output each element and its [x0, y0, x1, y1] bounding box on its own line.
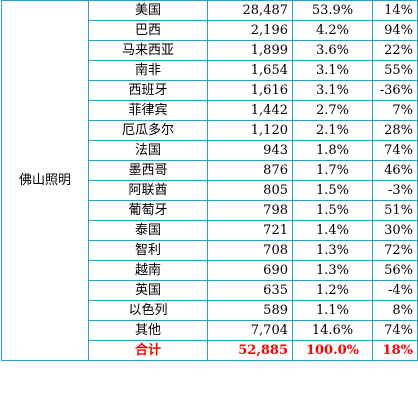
amount-cell[interactable]: 1,120	[207, 120, 293, 141]
amount-cell[interactable]: 7,704	[207, 320, 293, 341]
growth-cell[interactable]: -3%	[372, 180, 418, 201]
share-cell[interactable]: 1.5%	[292, 200, 373, 221]
share-cell[interactable]: 1.2%	[292, 280, 373, 301]
share-cell[interactable]: 1.5%	[292, 180, 373, 201]
amount-cell[interactable]: 1,616	[207, 80, 293, 101]
table-row: 葡萄牙 798 1.5% 51%	[2, 200, 418, 221]
country-cell[interactable]: 美国	[88, 0, 208, 21]
total-amount-cell[interactable]: 52,885	[207, 340, 293, 361]
share-cell[interactable]: 1.7%	[292, 160, 373, 181]
total-row: 合计 52,885 100.0% 18%	[2, 340, 418, 361]
amount-cell[interactable]: 943	[207, 140, 293, 161]
country-cell[interactable]: 西班牙	[88, 80, 208, 101]
growth-cell[interactable]: 72%	[372, 240, 418, 261]
table-row: 法国 943 1.8% 74%	[2, 140, 418, 161]
country-cell[interactable]: 泰国	[88, 220, 208, 241]
growth-cell[interactable]: 56%	[372, 260, 418, 281]
growth-cell[interactable]: 22%	[372, 40, 418, 61]
table-row: 南非 1,654 3.1% 55%	[2, 60, 418, 81]
growth-cell[interactable]: 28%	[372, 120, 418, 141]
country-cell[interactable]: 智利	[88, 240, 208, 261]
group-label-cell[interactable]: 佛山照明	[1, 0, 89, 361]
country-cell[interactable]: 菲律宾	[88, 100, 208, 121]
total-growth-cell[interactable]: 18%	[372, 340, 418, 361]
growth-cell[interactable]: 74%	[372, 140, 418, 161]
amount-cell[interactable]: 721	[207, 220, 293, 241]
share-cell[interactable]: 2.7%	[292, 100, 373, 121]
country-cell[interactable]: 阿联酋	[88, 180, 208, 201]
amount-cell[interactable]: 876	[207, 160, 293, 181]
share-cell[interactable]: 3.1%	[292, 80, 373, 101]
share-cell[interactable]: 53.9%	[292, 0, 373, 21]
growth-cell[interactable]: 8%	[372, 300, 418, 321]
growth-cell[interactable]: 46%	[372, 160, 418, 181]
country-cell[interactable]: 南非	[88, 60, 208, 81]
table-row: 以色列 589 1.1% 8%	[2, 300, 418, 321]
share-cell[interactable]: 3.6%	[292, 40, 373, 61]
amount-cell[interactable]: 798	[207, 200, 293, 221]
amount-cell[interactable]: 708	[207, 240, 293, 261]
country-cell[interactable]: 厄瓜多尔	[88, 120, 208, 141]
growth-cell[interactable]: 55%	[372, 60, 418, 81]
share-cell[interactable]: 1.3%	[292, 260, 373, 281]
growth-cell[interactable]: -4%	[372, 280, 418, 301]
amount-cell[interactable]: 635	[207, 280, 293, 301]
table-row: 厄瓜多尔 1,120 2.1% 28%	[2, 120, 418, 141]
share-cell[interactable]: 1.1%	[292, 300, 373, 321]
growth-cell[interactable]: 30%	[372, 220, 418, 241]
country-cell[interactable]: 英国	[88, 280, 208, 301]
country-cell[interactable]: 越南	[88, 260, 208, 281]
amount-cell[interactable]: 589	[207, 300, 293, 321]
table-row: 智利 708 1.3% 72%	[2, 240, 418, 261]
amount-cell[interactable]: 1,442	[207, 100, 293, 121]
amount-cell[interactable]: 2,196	[207, 20, 293, 41]
total-label-cell[interactable]: 合计	[88, 340, 208, 361]
share-cell[interactable]: 1.8%	[292, 140, 373, 161]
growth-cell[interactable]: 14%	[372, 0, 418, 21]
country-cell[interactable]: 墨西哥	[88, 160, 208, 181]
table-row: 阿联酋 805 1.5% -3%	[2, 180, 418, 201]
share-cell[interactable]: 14.6%	[292, 320, 373, 341]
amount-cell[interactable]: 690	[207, 260, 293, 281]
table-row: 菲律宾 1,442 2.7% 7%	[2, 100, 418, 121]
country-cell[interactable]: 葡萄牙	[88, 200, 208, 221]
total-share-cell[interactable]: 100.0%	[292, 340, 373, 361]
amount-cell[interactable]: 28,487	[207, 0, 293, 21]
country-cell[interactable]: 以色列	[88, 300, 208, 321]
table-row: 西班牙 1,616 3.1% -36%	[2, 80, 418, 101]
share-cell[interactable]: 1.3%	[292, 240, 373, 261]
table-row: 英国 635 1.2% -4%	[2, 280, 418, 301]
amount-cell[interactable]: 1,654	[207, 60, 293, 81]
growth-cell[interactable]: 51%	[372, 200, 418, 221]
amount-cell[interactable]: 1,899	[207, 40, 293, 61]
growth-cell[interactable]: -36%	[372, 80, 418, 101]
share-cell[interactable]: 4.2%	[292, 20, 373, 41]
share-cell[interactable]: 1.4%	[292, 220, 373, 241]
country-cell[interactable]: 其他	[88, 320, 208, 341]
growth-cell[interactable]: 74%	[372, 320, 418, 341]
table-body: 佛山照明 美国 28,487 53.9% 14% 巴西 2,196 4.2% 94% 马来西亚 1,…	[1, 0, 418, 361]
share-cell[interactable]: 3.1%	[292, 60, 373, 81]
country-cell[interactable]: 巴西	[88, 20, 208, 41]
export-table: 佛山照明 美国 28,487 53.9% 14% 巴西 2,196 4.2% 94% 马来西亚 1,…	[1, 0, 418, 361]
share-cell[interactable]: 2.1%	[292, 120, 373, 141]
growth-cell[interactable]: 7%	[372, 100, 418, 121]
country-cell[interactable]: 马来西亚	[88, 40, 208, 61]
table-row: 佛山照明 美国 28,487 53.9% 14%	[1, 0, 418, 361]
country-cell[interactable]: 法国	[88, 140, 208, 161]
amount-cell[interactable]: 805	[207, 180, 293, 201]
growth-cell[interactable]: 94%	[372, 20, 418, 41]
